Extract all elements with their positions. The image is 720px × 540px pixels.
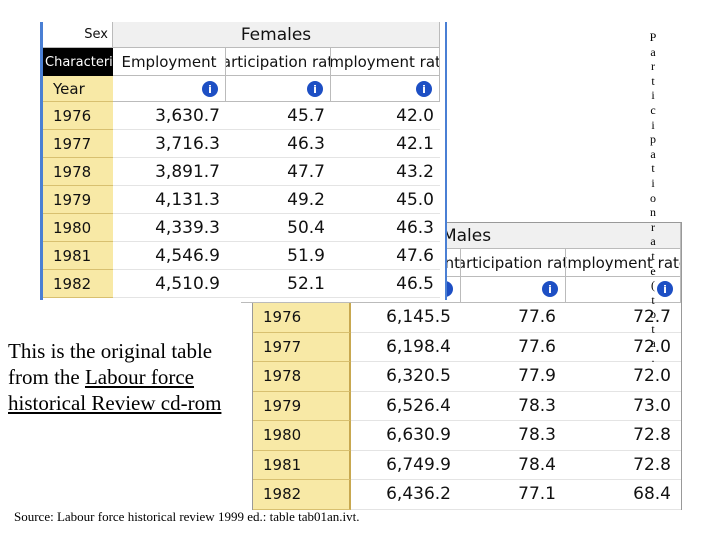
value-cell: 47.6: [331, 242, 440, 270]
value-cell: 51.9: [226, 242, 331, 270]
value-cell: 72.0: [566, 333, 681, 362]
value-cell: 4,510.9: [113, 270, 226, 298]
value-cell: 3,630.7: [113, 102, 226, 130]
value-cell: 3,891.7: [113, 158, 226, 186]
value-cell: 45.0: [331, 186, 440, 214]
info-icon: i: [202, 81, 218, 97]
year-cell: 1977: [43, 130, 113, 158]
value-cell: 77.6: [461, 333, 566, 362]
value-cell: 45.7: [226, 102, 331, 130]
year-cell: 1976: [253, 303, 351, 333]
info-icon: i: [657, 281, 673, 297]
value-cell: 6,198.4: [351, 333, 461, 362]
caption-link[interactable]: Labour force historical Review cd-rom: [8, 365, 222, 415]
column-header: Employment: [113, 48, 226, 76]
year-cell: 1979: [43, 186, 113, 214]
value-cell: 43.2: [331, 158, 440, 186]
value-cell: 42.0: [331, 102, 440, 130]
value-cell: 42.1: [331, 130, 440, 158]
value-cell: 77.1: [461, 480, 566, 510]
value-cell: 6,145.5: [351, 303, 461, 333]
value-cell: 72.0: [566, 362, 681, 392]
caption-text: This is the original table from the: [8, 339, 213, 389]
sex-label: Sex: [43, 22, 113, 48]
value-cell: 6,630.9: [351, 421, 461, 451]
females-table: SexFemalesCharacteristicsYearEmployment i…: [40, 22, 447, 300]
group-header: Females: [113, 22, 440, 48]
value-cell: 77.6: [461, 303, 566, 333]
value-cell: 78.3: [461, 421, 566, 451]
value-cell: 77.9: [461, 362, 566, 392]
year-cell: 1982: [43, 270, 113, 298]
year-cell: 1980: [253, 421, 351, 451]
value-cell: 46.3: [331, 214, 440, 242]
year-cell: 1977: [253, 332, 351, 362]
year-label: Year: [43, 76, 113, 102]
value-cell: 72.8: [566, 421, 681, 451]
caption: This is the original table from the Labo…: [8, 338, 248, 416]
year-cell: 1982: [253, 480, 351, 510]
value-cell: 72.8: [566, 451, 681, 480]
year-cell: 1979: [253, 391, 351, 421]
value-cell: 72.7: [566, 303, 681, 333]
value-cell: 52.1: [226, 270, 331, 298]
value-cell: 4,339.3: [113, 214, 226, 242]
value-cell: 78.3: [461, 392, 566, 421]
value-cell: 6,436.2: [351, 480, 461, 510]
year-cell: 1978: [43, 158, 113, 186]
value-cell: 6,526.4: [351, 392, 461, 421]
year-cell: 1978: [253, 362, 351, 392]
year-cell: 1981: [43, 242, 113, 270]
value-cell: 47.7: [226, 158, 331, 186]
info-icon: i: [307, 81, 323, 97]
value-cell: 78.4: [461, 451, 566, 480]
value-cell: 50.4: [226, 214, 331, 242]
value-cell: 46.3: [226, 130, 331, 158]
source: Source: Labour force historical review 1…: [14, 509, 360, 524]
year-cell: 1981: [253, 450, 351, 480]
value-cell: 49.2: [226, 186, 331, 214]
value-cell: 3,716.3: [113, 130, 226, 158]
year-cell: 1976: [43, 102, 113, 130]
value-cell: 68.4: [566, 480, 681, 510]
info-icon: i: [542, 281, 558, 297]
value-cell: 46.5: [331, 270, 440, 298]
value-cell: 73.0: [566, 392, 681, 421]
characteristics-label: Characteristics: [43, 48, 113, 76]
value-cell: 4,546.9: [113, 242, 226, 270]
value-cell: 4,131.3: [113, 186, 226, 214]
info-icon: i: [416, 81, 432, 97]
year-cell: 1980: [43, 214, 113, 242]
value-cell: 6,320.5: [351, 362, 461, 392]
value-cell: 6,749.9: [351, 451, 461, 480]
